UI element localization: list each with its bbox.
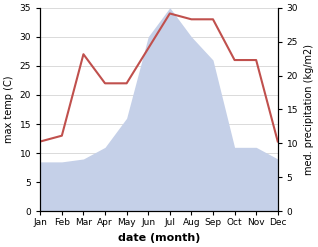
Y-axis label: max temp (C): max temp (C) bbox=[4, 76, 14, 143]
X-axis label: date (month): date (month) bbox=[118, 233, 200, 243]
Y-axis label: med. precipitation (kg/m2): med. precipitation (kg/m2) bbox=[304, 44, 314, 175]
